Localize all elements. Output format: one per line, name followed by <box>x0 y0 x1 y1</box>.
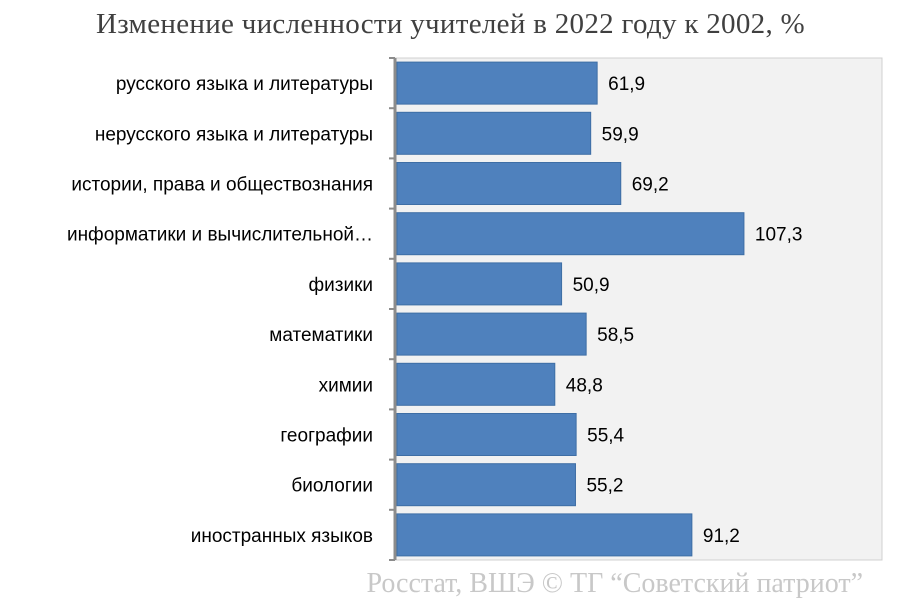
category-label: математики <box>269 325 373 346</box>
bars-layer <box>396 61 745 557</box>
value-labels-layer: 61,9 59,9 69,2 107,3 50,9 58,5 48,8 55,4 55,2 91,… <box>566 74 803 547</box>
value-label: 50,9 <box>573 275 610 296</box>
value-label: 58,5 <box>597 325 634 346</box>
source-watermark: Росстат, ВШЭ © ТГ “Советский патриот” <box>366 568 863 599</box>
category-label: химии <box>319 375 373 396</box>
value-label: 61,9 <box>608 74 645 95</box>
chart-title: Изменение численности учителей в 2022 го… <box>95 8 806 40</box>
bar <box>396 413 577 456</box>
value-label: 69,2 <box>632 175 669 196</box>
value-label: 55,2 <box>586 476 623 497</box>
bar <box>396 312 587 356</box>
category-label: иностранных языков <box>191 526 373 547</box>
bar <box>396 513 693 557</box>
value-label: 107,3 <box>755 225 803 246</box>
value-label: 48,8 <box>566 375 603 396</box>
bar <box>396 61 598 105</box>
category-label: нерусского языка и литературы <box>95 124 373 145</box>
value-label: 55,4 <box>587 426 624 447</box>
category-label: русского языка и литературы <box>116 74 373 95</box>
bar <box>396 262 563 306</box>
bar <box>396 162 622 205</box>
category-labels-layer: русского языка и литературы нерусского яз… <box>67 74 373 547</box>
category-label: географии <box>280 426 373 447</box>
bar <box>396 463 576 507</box>
value-label: 91,2 <box>703 526 740 547</box>
category-label: истории, права и обществознания <box>71 175 373 196</box>
bar <box>396 111 592 155</box>
bar <box>396 362 556 406</box>
value-label: 59,9 <box>602 124 639 145</box>
y-axis-ticks <box>389 57 395 561</box>
category-label: физики <box>309 275 374 296</box>
category-label: информатики и вычислительной… <box>67 225 373 246</box>
category-label: биологии <box>291 476 373 497</box>
bar <box>396 212 745 256</box>
